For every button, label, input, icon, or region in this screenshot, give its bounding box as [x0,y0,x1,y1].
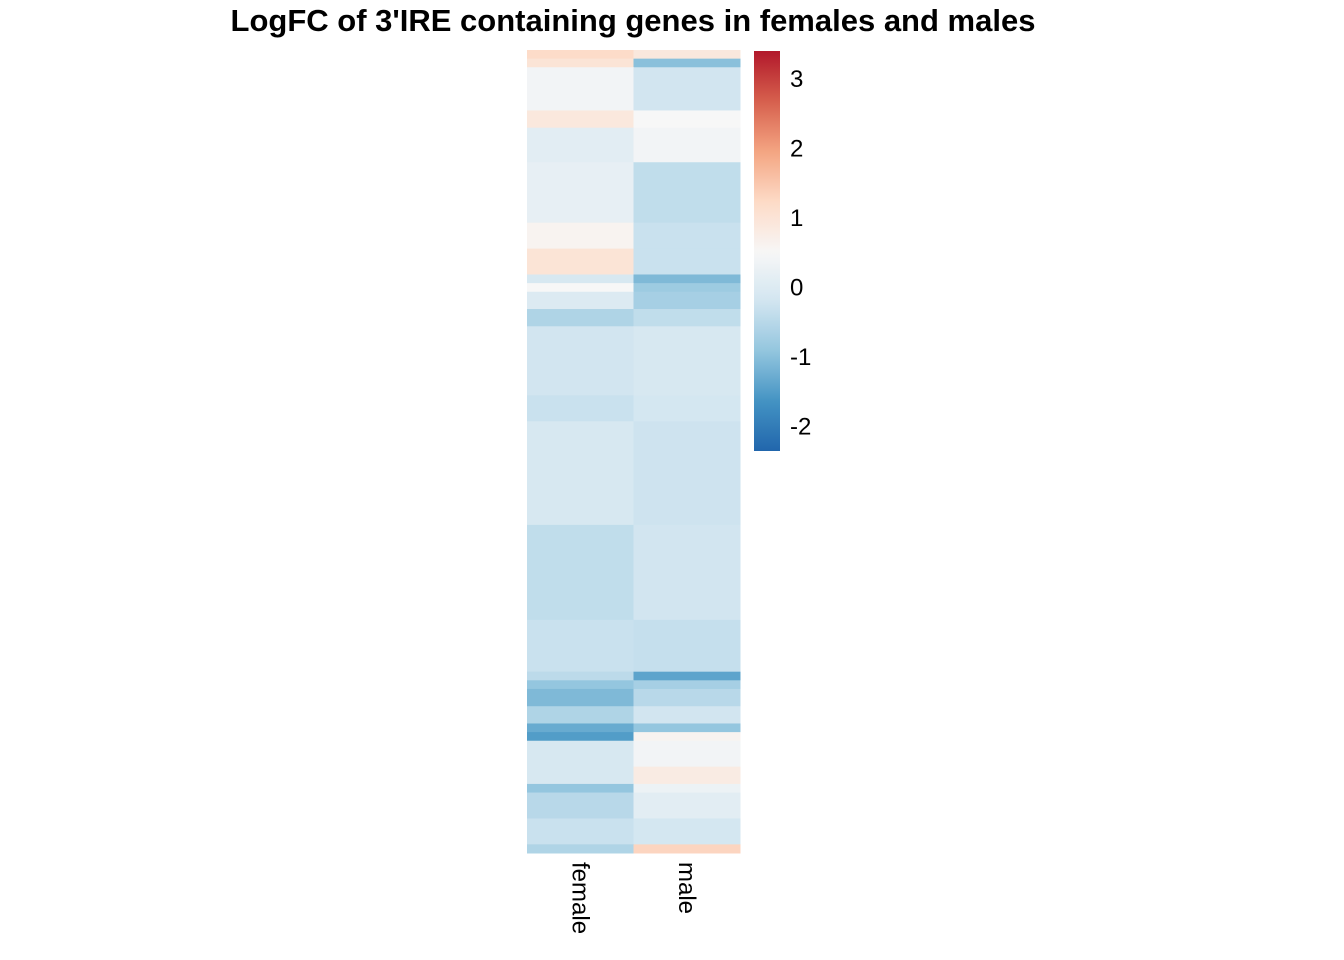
heatmap-cell-male-4 [633,127,741,163]
heatmap-cell-male-17 [633,671,741,681]
heatmap-cells [527,50,741,854]
heatmap-cell-male-27 [633,818,741,845]
legend-tick-label: -1 [790,344,811,371]
heatmap-cell-male-26 [633,792,741,819]
column-label-male: male [673,862,700,914]
color-legend: 3 2 1 0 -1 -2 [754,51,811,451]
heatmap-cell-male-12 [633,326,741,396]
heatmap-cell-female-28 [527,844,634,854]
heatmap-cell-female-21 [527,723,634,733]
heatmap-cell-male-16 [633,619,741,673]
heatmap-cell-female-16 [527,619,634,673]
heatmap-cell-male-0 [633,50,741,60]
heatmap-cell-female-19 [527,688,634,707]
legend-tick-label: 1 [790,205,803,232]
heatmap-cell-female-23 [527,740,634,768]
heatmap-cell-female-1 [527,58,634,68]
column-labels: female male [566,862,700,934]
column-label-female: female [566,862,593,934]
heatmap-cell-female-26 [527,792,634,819]
heatmap-cell-male-3 [633,110,741,129]
heatmap-cell-male-11 [633,309,741,327]
heatmap-cell-male-8 [633,274,741,284]
legend-ticks: 3 2 1 0 -1 -2 [790,66,811,441]
heatmap-cell-female-18 [527,680,634,690]
heatmap-cell-male-24 [633,766,741,785]
heatmap-cell-female-0 [527,50,634,60]
heatmap-cell-female-20 [527,706,634,724]
heatmap-cell-male-7 [633,248,741,275]
legend-color-bar [754,51,780,451]
chart-title: LogFC of 3'IRE containing genes in femal… [231,3,1036,38]
heatmap-cell-female-8 [527,274,634,284]
heatmap-cell-female-2 [527,67,634,111]
heatmap-cell-male-23 [633,740,741,768]
heatmap-cell-female-11 [527,309,634,327]
heatmap-cell-male-18 [633,680,741,690]
heatmap-cell-male-10 [633,291,741,310]
heatmap-cell-female-5 [527,162,634,224]
heatmap-cell-female-17 [527,671,634,681]
heatmap-cell-female-14 [527,421,634,526]
legend-tick-label: 3 [790,66,803,93]
heatmap-cell-female-24 [527,766,634,785]
heatmap-cell-female-6 [527,222,634,250]
legend-tick-label: 0 [790,275,803,302]
heatmap-cell-female-15 [527,524,634,621]
heatmap-cell-male-28 [633,844,741,854]
heatmap-cell-male-2 [633,67,741,111]
heatmap-cell-male-19 [633,688,741,707]
heatmap-cell-male-22 [633,732,741,742]
heatmap-cell-male-1 [633,58,741,68]
heatmap-cell-female-22 [527,732,634,742]
heatmap-cell-female-25 [527,783,634,794]
legend-tick-label: -2 [790,414,811,441]
legend-tick-label: 2 [790,135,803,162]
heatmap-cell-male-5 [633,162,741,224]
heatmap-cell-female-3 [527,110,634,129]
heatmap-cell-male-13 [633,395,741,422]
heatmap-cell-female-7 [527,248,634,275]
heatmap-cell-male-9 [633,283,741,293]
heatmap-cell-female-4 [527,127,634,163]
heatmap-cell-female-12 [527,326,634,396]
heatmap-cell-female-13 [527,395,634,422]
heatmap-cell-male-14 [633,421,741,526]
heatmap-cell-male-25 [633,783,741,794]
heatmap-cell-female-9 [527,283,634,293]
heatmap-cell-male-15 [633,524,741,621]
heatmap-cell-female-27 [527,818,634,845]
heatmap-cell-male-6 [633,222,741,250]
heatmap-cell-male-21 [633,723,741,733]
heatmap-cell-female-10 [527,291,634,310]
heatmap-cell-male-20 [633,706,741,724]
